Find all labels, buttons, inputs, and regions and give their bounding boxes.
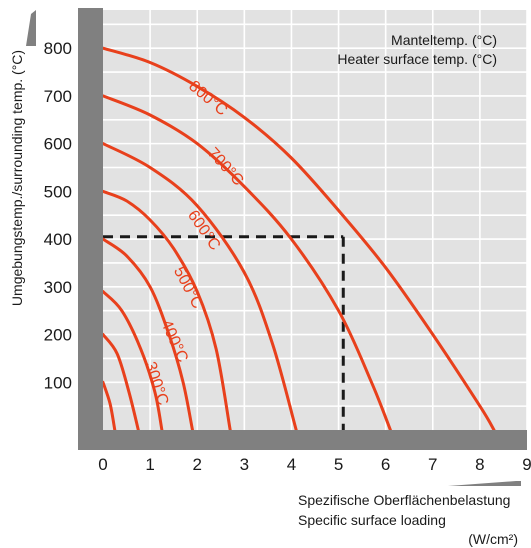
y-axis-title: Umgebungstemp./surrounding temp. (°C) xyxy=(9,50,25,306)
series-line xyxy=(103,94,392,430)
series-line xyxy=(103,237,194,430)
legend-line-de: Manteltemp. (°C) xyxy=(391,32,497,48)
y-tick-label: 300 xyxy=(44,278,72,297)
series-line xyxy=(103,290,164,430)
x-axis-title-en: Specific surface loading xyxy=(298,512,446,528)
series-line xyxy=(103,189,232,430)
y-axis-arrow xyxy=(26,10,36,46)
x-tick-label: 1 xyxy=(145,455,154,474)
x-tick-label: 3 xyxy=(240,455,249,474)
x-tick-label: 5 xyxy=(334,455,343,474)
series-line xyxy=(103,46,496,430)
y-tick-label: 600 xyxy=(44,135,72,154)
x-axis-bar xyxy=(78,430,527,450)
x-axis-title-de: Spezifische Oberflächenbelastung xyxy=(298,492,510,508)
plot-area xyxy=(103,10,527,430)
y-tick-label: 700 xyxy=(44,87,72,106)
x-tick-label: 7 xyxy=(428,455,437,474)
y-tick-label: 400 xyxy=(44,230,72,249)
y-axis-bar xyxy=(78,8,103,450)
y-tick-label: 200 xyxy=(44,326,72,345)
y-tick-label: 100 xyxy=(44,373,72,392)
y-tick-label: 800 xyxy=(44,39,72,58)
x-tick-label: 6 xyxy=(381,455,390,474)
x-tick-label: 9 xyxy=(522,455,531,474)
x-tick-label: 0 xyxy=(98,455,107,474)
legend-line-en: Heater surface temp. (°C) xyxy=(337,51,497,67)
x-axis-unit: (W/cm²) xyxy=(468,531,518,547)
series-line xyxy=(103,380,117,430)
series-line xyxy=(103,333,140,430)
x-tick-label: 4 xyxy=(287,455,296,474)
x-tick-label: 8 xyxy=(475,455,484,474)
series-line xyxy=(103,142,298,430)
y-tick-label: 500 xyxy=(44,182,72,201)
x-tick-label: 2 xyxy=(192,455,201,474)
x-axis-arrow xyxy=(448,481,521,486)
